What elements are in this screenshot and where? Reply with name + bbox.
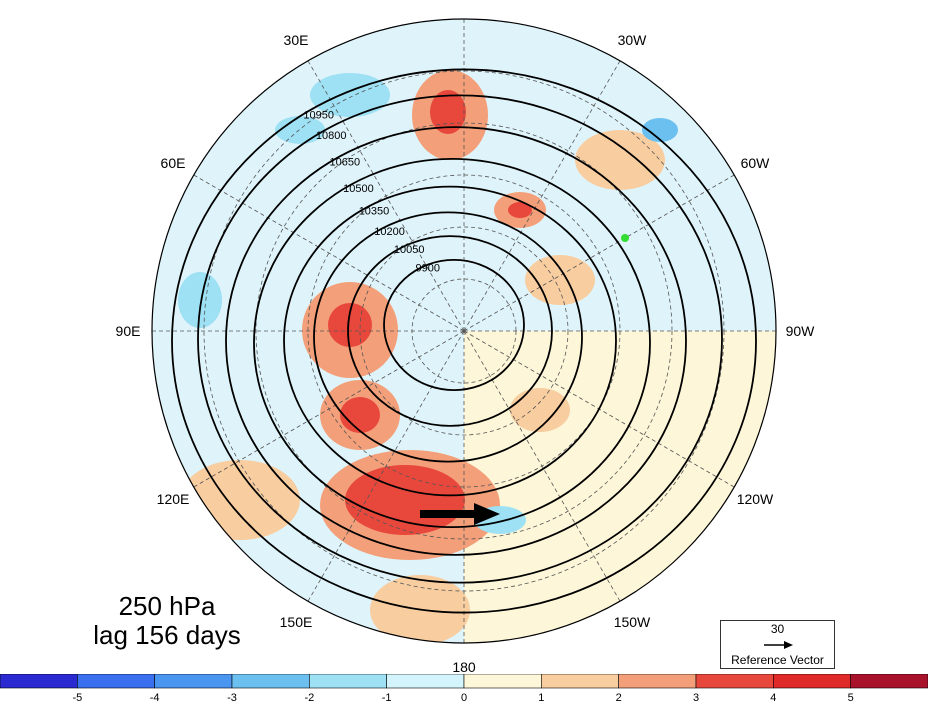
meridian-line: [463, 174, 735, 332]
reference-vector-label: Reference Vector: [731, 653, 824, 667]
longitude-label: 150W: [614, 614, 651, 630]
longitude-label: 120E: [157, 491, 190, 507]
reference-vector-box: 30 Reference Vector: [720, 620, 835, 669]
longitude-labels: 0 30W 60W 90W 120W 150W 180 150E 120E 90E 60E 30E: [116, 0, 816, 675]
longitude-label: 30E: [284, 32, 309, 48]
colorbar-tick-label: 1: [538, 692, 544, 702]
wind-vector-arrow: [420, 503, 500, 525]
plot-caption: 250 hPa lag 156 days: [72, 592, 262, 650]
contour-line: [347, 235, 553, 427]
map-border: [151, 18, 777, 644]
meridian-line: [193, 330, 465, 488]
meridian-line: [193, 174, 465, 332]
colorbar-box: [773, 674, 851, 689]
meridian-line: [463, 60, 621, 332]
graticule: [152, 19, 776, 643]
contour-line: [383, 258, 525, 391]
colorbar-box: [618, 674, 697, 689]
contour-label: 10800: [316, 130, 347, 142]
colorbar-tick-label: -3: [227, 692, 237, 702]
colorbar-tick-label: -4: [150, 692, 160, 702]
contour-label: 10650: [330, 157, 361, 169]
colorbar-box: [231, 674, 310, 689]
contour-line: [197, 94, 723, 584]
colorbar-tick-label: 4: [770, 692, 776, 702]
longitude-label: 0: [460, 0, 468, 3]
colorbar-box: [695, 674, 774, 689]
contour-line: [171, 68, 757, 614]
height-contours: 10950 10800 10650 10500 10350 10200 10050 9900: [171, 68, 757, 614]
longitude-label: 180: [452, 659, 476, 675]
meridian-line: [307, 330, 465, 602]
lag-label: lag 156 days: [93, 620, 241, 650]
colorbar-tick-label: -5: [72, 692, 82, 702]
colorbar-box: [386, 674, 465, 689]
contour-line: [253, 157, 651, 529]
marker-point: [621, 234, 629, 242]
colorbar-box: [0, 674, 78, 689]
longitude-label: 90E: [116, 323, 141, 339]
colorbar: -5 -4 -3 -2 -1 0 1 2 3 4 5: [0, 674, 928, 702]
longitude-label: 60E: [161, 155, 186, 171]
meridian-line: [307, 60, 465, 332]
colorbar-tick-label: -1: [382, 692, 392, 702]
reference-arrow-icon: [764, 641, 793, 649]
reference-vector-value: 30: [770, 622, 785, 636]
level-label: 250 hPa: [118, 591, 216, 621]
contour-label: 10050: [394, 244, 425, 256]
colorbar-box: [154, 674, 233, 689]
contour-line: [225, 126, 687, 556]
contour-label: 9900: [416, 263, 440, 275]
colorbar-box: [77, 674, 155, 689]
contour-line: [283, 185, 617, 497]
colorbar-box: [463, 674, 542, 689]
meridian-line: [463, 330, 621, 602]
map-field: 10950 10800 10650 10500 10350 10200 10050 9900: [152, 19, 776, 643]
colorbar-box: [309, 674, 387, 689]
longitude-label: 60W: [741, 155, 771, 171]
contour-label: 10950: [303, 109, 334, 121]
longitude-label: 90W: [786, 323, 816, 339]
colorbar-box: [541, 674, 619, 689]
colorbar-tick-label: 0: [461, 692, 467, 702]
contour-label: 10200: [374, 226, 405, 238]
contour-line: [313, 211, 583, 463]
longitude-label: 120W: [737, 491, 774, 507]
colorbar-box: [850, 674, 928, 689]
colorbar-tick-label: 3: [693, 692, 699, 702]
longitude-label: 150E: [280, 614, 313, 630]
contour-label: 10350: [359, 205, 390, 217]
longitude-label: 30W: [618, 32, 648, 48]
colorbar-tick-label: -2: [304, 692, 314, 702]
contour-label: 10500: [343, 183, 374, 195]
colorbar-tick-label: 2: [616, 692, 622, 702]
colorbar-tick-label: 5: [848, 692, 854, 702]
